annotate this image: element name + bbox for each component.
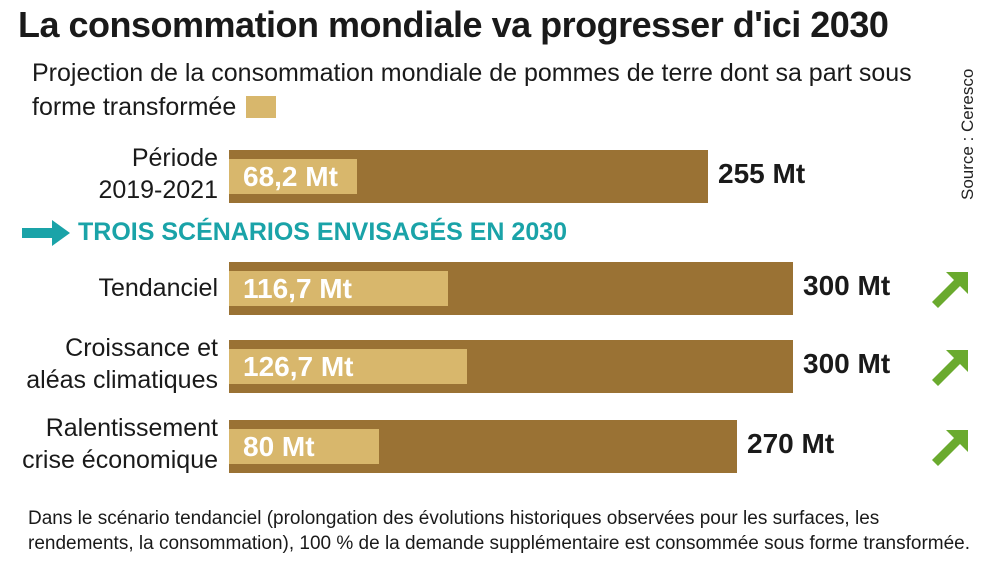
total-value-label: 270 Mt: [747, 428, 835, 459]
category-label-line: 2019-2021: [98, 176, 218, 204]
total-bar: 126,7 Mt: [229, 340, 793, 393]
category-label: Période 2019-2021: [98, 142, 218, 206]
category-label-line: Période: [131, 144, 218, 172]
footnote: Dans le scénario tendanciel (prolongatio…: [28, 508, 971, 554]
transformed-value-label: 68,2 Mt: [243, 160, 338, 192]
transformed-bar: 116,7 Mt: [229, 271, 448, 306]
total-bar: 68,2 Mt: [229, 150, 708, 203]
scenario-header: TROIS SCÉNARIOS ENVISAGÉS EN 2030: [22, 218, 567, 247]
category-label-line: aléas climatiques: [26, 366, 218, 394]
subtitle-text: Projection de la consommation mondiale d…: [32, 59, 912, 121]
up-arrow-icon: [932, 272, 968, 308]
transformed-value-label: 116,7 Mt: [243, 272, 352, 304]
transformed-bar: 126,7 Mt: [229, 349, 467, 384]
chart-subtitle: Projection de la consommation mondiale d…: [32, 56, 912, 124]
total-value-label: 255 Mt: [718, 158, 806, 189]
chart-row: Tendanciel 116,7 Mt 300 Mt: [0, 262, 1000, 315]
total-bar: 80 Mt: [229, 420, 737, 473]
category-label-line: Croissance et: [65, 334, 218, 362]
chart-title: La consommation mondiale va progresser d…: [18, 4, 889, 45]
chart-row: Croissance et aléas climatiques 126,7 Mt 30…: [0, 334, 1000, 394]
arrow-right-icon: [22, 219, 70, 246]
transformed-bar: 80 Mt: [229, 429, 379, 464]
total-value-label: 300 Mt: [803, 270, 891, 301]
chart-row: Période 2019-2021 68,2 Mt 255 Mt: [0, 144, 1000, 204]
category-label-line: Ralentissement: [45, 414, 218, 442]
category-label: Croissance et aléas climatiques: [26, 332, 218, 396]
legend-swatch-transformed: [246, 96, 277, 118]
category-label: Ralentissement crise économique: [22, 412, 218, 476]
transformed-value-label: 126,7 Mt: [243, 350, 354, 382]
category-label-line: crise économique: [22, 446, 218, 474]
category-label-line: Tendanciel: [98, 274, 218, 302]
scenario-header-text: TROIS SCÉNARIOS ENVISAGÉS EN 2030: [78, 218, 568, 246]
transformed-bar: 68,2 Mt: [229, 159, 357, 194]
total-bar: 116,7 Mt: [229, 262, 793, 315]
chart-row: Ralentissement crise économique 80 Mt 270 M…: [0, 414, 1000, 474]
total-value-label: 300 Mt: [803, 348, 891, 379]
up-arrow-icon: [932, 350, 968, 386]
up-arrow-icon: [932, 430, 968, 466]
category-label: Tendanciel: [98, 272, 218, 304]
transformed-value-label: 80 Mt: [243, 430, 315, 462]
